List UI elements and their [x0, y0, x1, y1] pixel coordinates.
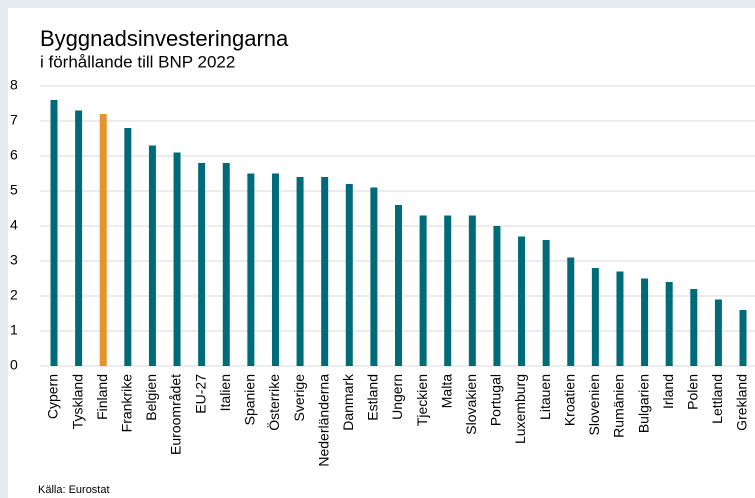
bar [296, 177, 304, 366]
y-tick-label: 2 [10, 287, 18, 303]
x-tick-label: EU-27 [192, 374, 208, 414]
x-tick-label: Spanien [242, 374, 258, 425]
bar [148, 145, 156, 366]
x-tick-label: Luxemburg [512, 374, 528, 444]
y-tick-label: 0 [10, 357, 18, 373]
bar [419, 215, 427, 366]
bar [198, 163, 206, 366]
x-tick-label: Österrike [265, 374, 282, 431]
x-tick-label: Ungern [389, 374, 405, 420]
x-tick-label: Euroområdet [168, 374, 184, 455]
x-tick-label: Portugal [488, 374, 504, 426]
bar [247, 173, 255, 366]
bar [542, 240, 550, 366]
bar [616, 271, 624, 366]
bar [395, 205, 402, 366]
bar [518, 236, 526, 366]
x-tick-label: Lettland [709, 374, 725, 424]
x-tick-label: Rumänien [611, 374, 627, 438]
y-tick-label: 1 [10, 322, 18, 338]
bar [493, 226, 501, 366]
bar [345, 184, 353, 366]
chart-subtitle: i förhållande till BNP 2022 [40, 52, 235, 71]
x-tick-label: Tjeckien [414, 374, 430, 426]
source: Källa: Eurostat [38, 484, 110, 496]
bar [370, 187, 378, 366]
y-tick-label: 3 [10, 252, 18, 268]
bar [99, 114, 107, 366]
x-tick-label: Litauen [537, 374, 553, 420]
x-tick-label: Slovenien [586, 374, 602, 436]
x-tick-label: Irland [660, 374, 676, 409]
x-tick-label: Nederländerna [315, 374, 331, 467]
x-tick-label: Kroatien [561, 374, 577, 426]
x-tick-label: Polen [684, 374, 700, 410]
y-tick-label: 5 [10, 182, 18, 198]
x-tick-label: Belgien [143, 374, 159, 421]
x-tick-label: Slovakien [463, 374, 479, 435]
bar [444, 215, 452, 366]
x-tick-label: Estland [365, 374, 381, 421]
bar [567, 257, 575, 366]
x-tick-label: Finland [94, 374, 110, 420]
chart-title: Byggnadsinvesteringarna [40, 26, 289, 51]
x-tick-label: Bulgarien [635, 374, 651, 433]
bar [124, 128, 132, 366]
x-tick-label: Cypern [45, 374, 61, 419]
bar [50, 100, 58, 366]
x-tick-label: Sverige [291, 374, 307, 422]
bar [641, 278, 649, 366]
y-tick-label: 8 [10, 77, 18, 93]
x-tick-label: Danmark [340, 373, 356, 431]
x-tick-label: Italien [217, 374, 233, 411]
bar [75, 110, 83, 366]
panel [8, 8, 755, 498]
x-tick-label: Grekland [734, 374, 750, 431]
bar [222, 163, 230, 366]
y-tick-label: 4 [10, 217, 18, 233]
x-tick-label: Malta [438, 374, 454, 408]
bar [271, 173, 279, 366]
y-tick-label: 7 [10, 112, 18, 128]
x-tick-label: Frankrike [119, 374, 135, 433]
bar [468, 215, 476, 366]
y-tick-label: 6 [10, 147, 18, 163]
bar [714, 299, 722, 366]
bar [321, 177, 329, 366]
bar [591, 268, 599, 366]
bar [173, 152, 181, 366]
bar [690, 289, 698, 366]
x-tick-label: Tyskland [69, 374, 85, 429]
bar [665, 282, 673, 366]
bar [739, 310, 747, 366]
